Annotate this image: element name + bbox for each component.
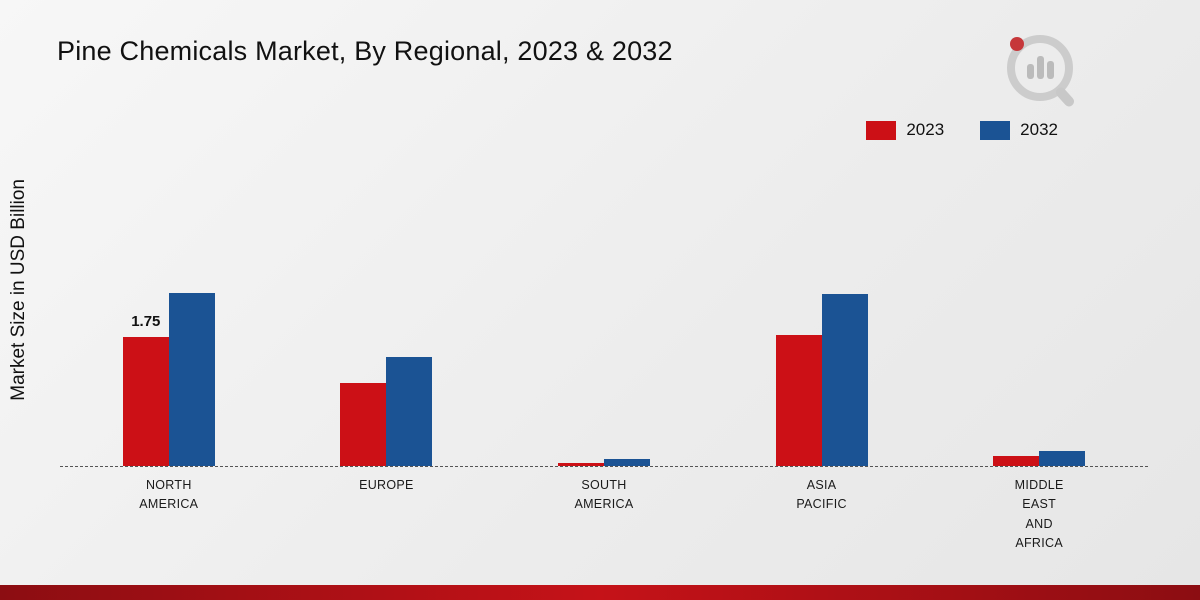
- bar-group: MIDDLE EAST AND AFRICA: [993, 127, 1086, 550]
- legend-swatch-2032: [980, 120, 1011, 140]
- legend-item-2023: 2023: [866, 120, 944, 140]
- category-label: SOUTH AMERICA: [574, 478, 634, 512]
- footer-brand-bar: [0, 585, 1200, 600]
- bar-group: EUROPE: [340, 127, 433, 492]
- chart-legend: 2023 2032: [866, 120, 1058, 140]
- legend-item-2032: 2032: [980, 120, 1058, 140]
- bar-2032: [1039, 451, 1086, 466]
- bar-group: SOUTH AMERICA: [557, 127, 650, 511]
- bar-2032: [821, 294, 868, 466]
- bar-group: 1.75 NORTH AMERICA: [122, 127, 215, 511]
- bar-2023: [993, 456, 1040, 466]
- category-label: ASIA PACIFIC: [796, 478, 847, 512]
- market-research-logo: [1007, 35, 1075, 107]
- category-label: NORTH AMERICA: [139, 478, 199, 512]
- bar-2032: [603, 459, 650, 466]
- bar-2023: 1.75: [122, 313, 169, 466]
- chart-title: Pine Chemicals Market, By Regional, 2023…: [57, 36, 673, 66]
- legend-label-2023: 2023: [906, 120, 945, 139]
- bar-group: ASIA PACIFIC: [775, 127, 868, 511]
- bar-2023: [775, 335, 822, 466]
- category-label: MIDDLE EAST AND AFRICA: [1014, 478, 1064, 551]
- y-axis-label-container: Market Size in USD Billion: [4, 120, 34, 460]
- plot-area: 1.75 NORTH AMERICA EUROPE SOUTH AMERICA ASIA PA…: [60, 127, 1148, 550]
- legend-swatch-2023: [866, 120, 897, 140]
- bar-2023: [340, 383, 387, 466]
- bar-2032: [168, 293, 215, 466]
- category-label: EUROPE: [359, 478, 414, 492]
- bar-value-label: 1.75: [131, 313, 161, 330]
- bar-2032: [386, 357, 433, 466]
- y-axis-label: Market Size in USD Billion: [8, 179, 29, 401]
- bar-2023: [557, 463, 604, 466]
- legend-label-2032: 2032: [1020, 120, 1058, 139]
